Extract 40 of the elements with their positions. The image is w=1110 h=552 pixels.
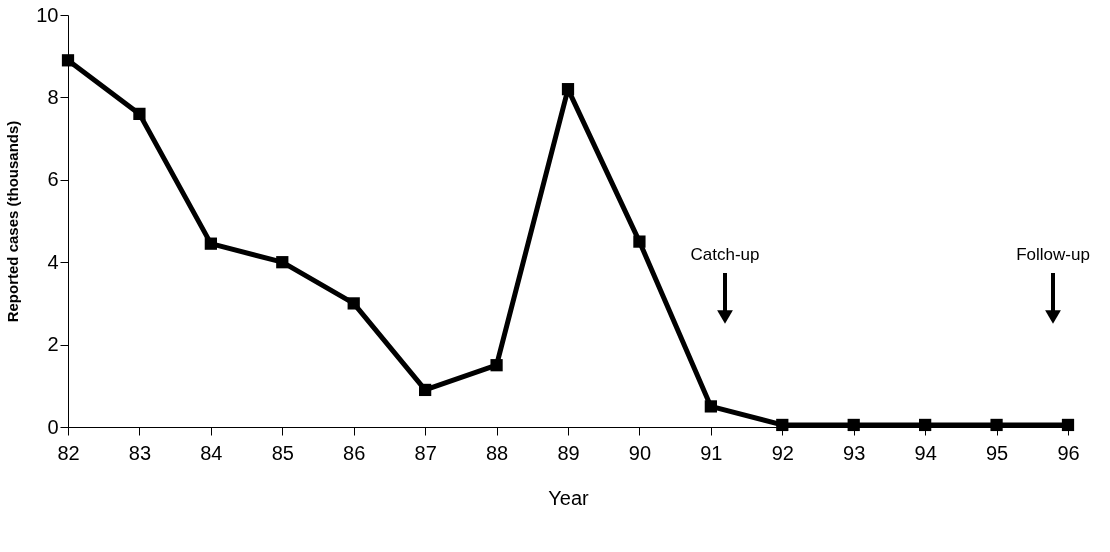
x-tick-label: 88 (485, 441, 509, 464)
y-tick-label: 2 (47, 333, 59, 356)
x-tick-label: 92 (771, 441, 794, 464)
x-tick-label: 84 (200, 441, 223, 464)
point (133, 107, 146, 120)
point (990, 418, 1003, 432)
y-axis-title: Reported cases (thousands) (4, 120, 22, 323)
y-tick-label: 8 (47, 85, 59, 108)
point (919, 418, 932, 432)
point (204, 237, 217, 250)
point (776, 418, 789, 432)
point (419, 383, 432, 397)
annotation: Catch-up (690, 245, 760, 264)
x-tick-label: 90 (628, 441, 652, 464)
x-tick-label: 89 (557, 441, 580, 464)
x-tick-label: 85 (271, 441, 294, 464)
point (1061, 418, 1075, 432)
x-tick-label: 91 (700, 441, 723, 464)
y-tick-label: 0 (47, 415, 59, 438)
point (276, 256, 289, 269)
y-tick-label: 4 (47, 250, 59, 273)
point (490, 359, 503, 372)
x-tick-label: 86 (343, 441, 366, 464)
point (704, 400, 717, 413)
x-tick-label: 83 (128, 441, 152, 464)
x-tick-label: 93 (843, 441, 866, 464)
x-tick-label: 95 (985, 441, 1009, 464)
x-tick-label: 82 (57, 441, 80, 464)
point (561, 83, 575, 96)
y-tick-label: 6 (47, 168, 59, 191)
y-tick-label: 10 (36, 3, 59, 26)
point (347, 297, 360, 310)
annotation: Follow-up (1016, 245, 1090, 264)
point (633, 235, 646, 248)
point (847, 418, 860, 432)
x-tick-label: 94 (914, 441, 937, 464)
x-tick-label: 96 (1057, 441, 1080, 464)
x-axis-title: Year (548, 486, 590, 509)
x-tick-label: 87 (414, 441, 437, 464)
point (61, 54, 75, 67)
